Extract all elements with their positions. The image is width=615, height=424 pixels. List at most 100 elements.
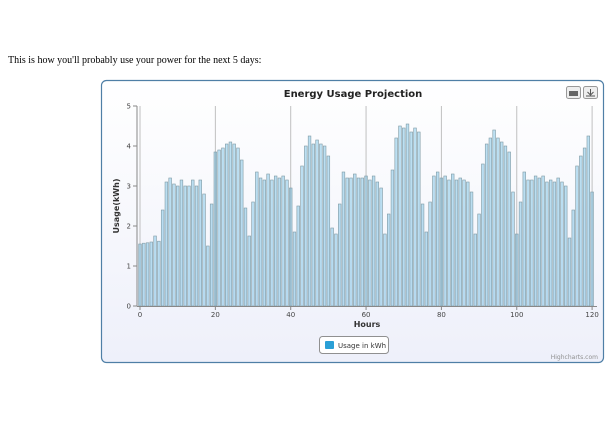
x-tick-label: 80 (437, 311, 446, 319)
bar (560, 181, 564, 307)
bar (564, 185, 568, 307)
bar (300, 165, 304, 307)
bar (435, 171, 440, 307)
bar (371, 175, 376, 307)
bar (164, 181, 169, 307)
bar (533, 175, 538, 307)
bar (390, 169, 395, 307)
bar (413, 127, 417, 307)
bar (368, 179, 372, 307)
x-tick-label: 60 (362, 311, 371, 319)
bar (183, 185, 187, 307)
bar (428, 201, 432, 307)
bar (567, 237, 572, 307)
bar (507, 151, 511, 307)
x-axis-title: Hours (354, 320, 381, 329)
legend-swatch (325, 341, 334, 349)
bar (319, 143, 323, 307)
bar (526, 179, 530, 307)
bar (466, 181, 470, 307)
bar (221, 147, 225, 307)
bar (330, 227, 334, 307)
y-tick-label: 0 (127, 303, 131, 311)
bar (383, 233, 387, 307)
export-buttons[interactable] (566, 86, 598, 99)
bar (187, 185, 191, 307)
bar (258, 177, 263, 307)
bar (402, 127, 406, 307)
bar (469, 191, 474, 307)
bar (266, 173, 270, 307)
bar (360, 177, 364, 307)
bar (157, 240, 161, 307)
bar (541, 175, 545, 307)
y-tick-label: 1 (127, 263, 131, 271)
bar (387, 213, 391, 307)
bar (586, 135, 590, 307)
bar (484, 143, 489, 307)
bar (571, 209, 575, 307)
x-tick-label: 40 (286, 311, 295, 319)
bar (349, 177, 353, 307)
bar (142, 242, 146, 307)
bar (492, 129, 496, 307)
bar (307, 135, 312, 307)
bar (213, 151, 218, 307)
bar (458, 177, 462, 307)
bar (582, 147, 587, 307)
y-tick-label: 4 (127, 143, 132, 151)
credits[interactable]: Highcharts.com (551, 354, 598, 361)
x-tick-label: 100 (510, 311, 523, 319)
bar (420, 203, 425, 307)
bar (277, 177, 282, 307)
bar (356, 177, 361, 307)
bar (334, 233, 338, 307)
legend[interactable]: Usage in kWh (319, 336, 389, 354)
bar (322, 145, 327, 307)
bar (304, 145, 308, 307)
bar (496, 137, 500, 307)
bar (315, 139, 319, 307)
bar (262, 179, 266, 307)
bar (338, 203, 342, 307)
bar (153, 235, 157, 307)
bar (549, 179, 553, 307)
bar (503, 145, 508, 307)
bar (285, 179, 289, 307)
bar (247, 235, 251, 307)
bar (341, 171, 346, 307)
bar (160, 209, 165, 307)
bar (138, 243, 142, 307)
export-icon (586, 89, 595, 97)
bar (289, 187, 293, 307)
bar (424, 231, 428, 307)
bar (176, 185, 180, 307)
chart-title: Energy Usage Projection (284, 89, 423, 100)
bar (432, 175, 436, 307)
bar (545, 181, 549, 307)
bar (379, 187, 383, 307)
bar (172, 183, 176, 307)
print-icon (569, 91, 578, 96)
x-tick-label: 20 (211, 311, 220, 319)
bar (281, 175, 285, 307)
bar (364, 175, 368, 307)
bar (206, 245, 210, 307)
bar (462, 179, 466, 307)
bar (292, 231, 297, 307)
bar (296, 205, 300, 307)
bar (530, 179, 534, 307)
legend-label: Usage in kWh (338, 342, 386, 350)
bar (375, 181, 380, 307)
plot-area: 0 1 2 3 4 5 0 20 40 60 80 100 120 (127, 103, 599, 320)
bar (447, 179, 451, 307)
bar (270, 179, 274, 307)
bar (500, 141, 504, 307)
bar (405, 123, 410, 307)
bar (168, 177, 172, 307)
bar (454, 179, 459, 307)
intro-text: This is how you'll probably use your pow… (8, 55, 262, 66)
bar (232, 143, 236, 307)
bar (345, 177, 349, 307)
bar (398, 125, 402, 307)
